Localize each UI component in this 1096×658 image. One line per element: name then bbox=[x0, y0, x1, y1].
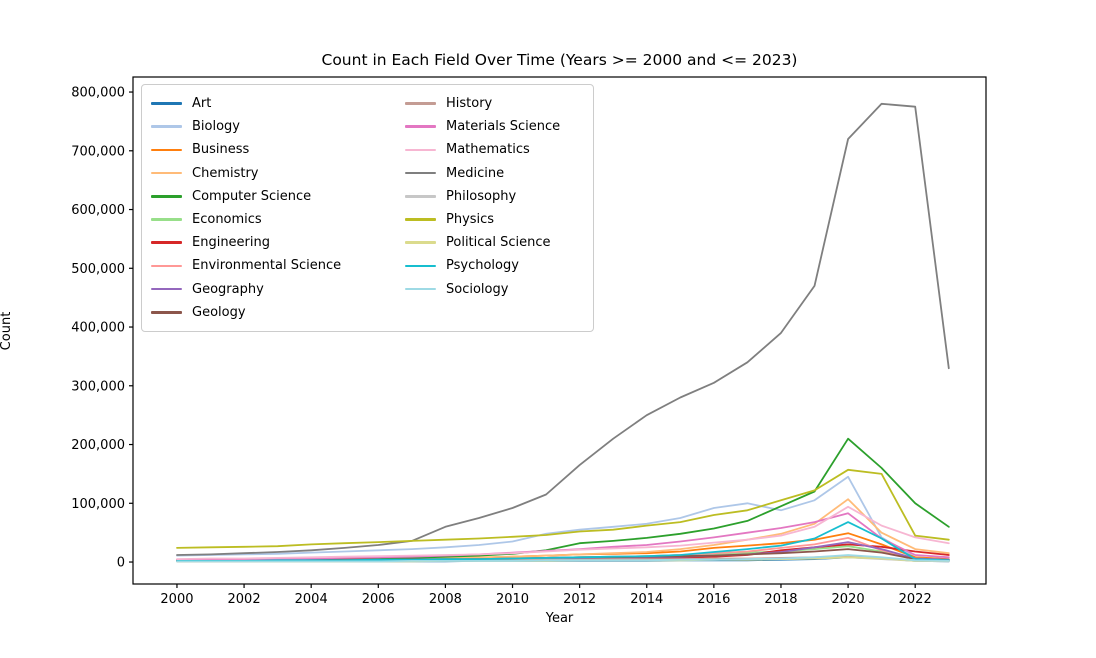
line-medicine bbox=[176, 102, 950, 556]
legend-label: Environmental Science bbox=[192, 258, 342, 274]
legend-label: Physics bbox=[446, 212, 495, 228]
legend-item-medicine: Medicine bbox=[405, 162, 581, 185]
y-tick-label: 200,000 bbox=[71, 438, 125, 453]
legend-item-business: Business bbox=[151, 138, 405, 161]
legend-label: Business bbox=[192, 142, 250, 158]
legend-label: Sociology bbox=[446, 281, 509, 297]
chart-title: Count in Each Field Over Time (Years >= … bbox=[321, 51, 798, 69]
x-tick-label: 2016 bbox=[697, 592, 730, 607]
y-tick-label: 500,000 bbox=[71, 262, 125, 277]
legend-swatch-environmental-science bbox=[151, 264, 182, 268]
legend: Art Biology Business Chemistry Computer Scie… bbox=[141, 84, 594, 332]
legend-item-philosophy: Philosophy bbox=[405, 185, 581, 208]
x-tick-label: 2002 bbox=[228, 592, 261, 607]
legend-swatch-history bbox=[405, 102, 436, 105]
legend-item-political-science: Political Science bbox=[405, 231, 581, 254]
legend-swatch-business bbox=[151, 148, 182, 152]
x-tick-label: 2018 bbox=[764, 592, 797, 607]
line-physics bbox=[176, 468, 950, 549]
legend-label: Economics bbox=[192, 212, 262, 228]
legend-item-economics: Economics bbox=[151, 208, 405, 231]
legend-swatch-materials-science bbox=[405, 125, 436, 129]
legend-swatch-political-science bbox=[405, 241, 436, 245]
legend-swatch-art bbox=[151, 102, 182, 105]
x-axis-label: Year bbox=[545, 611, 574, 626]
legend-item-geography: Geography bbox=[151, 278, 405, 301]
legend-label: Philosophy bbox=[446, 188, 517, 204]
line-mathematics bbox=[176, 505, 950, 560]
legend-label: Political Science bbox=[446, 235, 551, 251]
legend-label: Geography bbox=[192, 281, 264, 297]
legend-swatch-computer-science bbox=[151, 195, 182, 198]
legend-swatch-psychology bbox=[405, 264, 436, 268]
legend-label: Mathematics bbox=[446, 142, 530, 158]
legend-column-1: Art Biology Business Chemistry Computer Scie… bbox=[151, 92, 405, 324]
legend-item-psychology: Psychology bbox=[405, 254, 581, 277]
line-sociology bbox=[176, 554, 950, 563]
legend-item-engineering: Engineering bbox=[151, 231, 405, 254]
x-tick-label: 2022 bbox=[899, 592, 932, 607]
legend-item-environmental-science: Environmental Science bbox=[151, 254, 405, 277]
line-biology bbox=[176, 475, 950, 560]
legend-swatch-economics bbox=[151, 218, 182, 221]
legend-swatch-geography bbox=[151, 287, 182, 291]
y-tick-label: 700,000 bbox=[71, 144, 125, 159]
legend-swatch-sociology bbox=[405, 287, 436, 291]
line-computer-science bbox=[176, 437, 950, 562]
legend-item-computer-science: Computer Science bbox=[151, 185, 405, 208]
legend-label: Computer Science bbox=[192, 188, 312, 204]
legend-swatch-engineering bbox=[151, 241, 182, 245]
legend-item-art: Art bbox=[151, 92, 405, 115]
x-tick-label: 2006 bbox=[362, 592, 395, 607]
legend-item-geology: Geology bbox=[151, 301, 405, 324]
x-tick-label: 2014 bbox=[630, 592, 663, 607]
legend-item-sociology: Sociology bbox=[405, 278, 581, 301]
legend-label: Materials Science bbox=[446, 119, 561, 135]
legend-label: Biology bbox=[192, 119, 240, 135]
x-tick-label: 2010 bbox=[496, 592, 529, 607]
y-tick-label: 600,000 bbox=[71, 203, 125, 218]
legend-swatch-physics bbox=[405, 218, 436, 221]
line-psychology bbox=[176, 521, 950, 562]
y-tick-label: 100,000 bbox=[71, 497, 125, 512]
legend-swatch-mathematics bbox=[405, 148, 436, 152]
x-tick-label: 2020 bbox=[832, 592, 865, 607]
legend-swatch-medicine bbox=[405, 171, 436, 175]
y-tick-label: 800,000 bbox=[71, 86, 125, 101]
x-tick-label: 2012 bbox=[563, 592, 596, 607]
legend-swatch-chemistry bbox=[151, 171, 182, 175]
x-tick-label: 2008 bbox=[429, 592, 462, 607]
legend-column-2: History Materials Science Mathematics Medic… bbox=[405, 92, 581, 301]
legend-item-materials-science: Materials Science bbox=[405, 115, 581, 138]
legend-item-history: History bbox=[405, 92, 581, 115]
legend-label: History bbox=[446, 96, 493, 112]
legend-swatch-biology bbox=[151, 125, 182, 129]
y-tick-label: 300,000 bbox=[71, 379, 125, 394]
axes-frame bbox=[132, 76, 987, 585]
y-tick-label: 0 bbox=[117, 556, 125, 571]
legend-label: Psychology bbox=[446, 258, 519, 274]
x-tick-label: 2004 bbox=[295, 592, 328, 607]
legend-item-mathematics: Mathematics bbox=[405, 138, 581, 161]
legend-swatch-philosophy bbox=[405, 195, 436, 198]
x-tick-label: 2000 bbox=[160, 592, 193, 607]
y-tick-label: 400,000 bbox=[71, 321, 125, 336]
legend-label: Art bbox=[192, 96, 212, 112]
legend-item-biology: Biology bbox=[151, 115, 405, 138]
legend-item-chemistry: Chemistry bbox=[151, 162, 405, 185]
legend-item-physics: Physics bbox=[405, 208, 581, 231]
legend-label: Chemistry bbox=[192, 165, 259, 181]
legend-label: Engineering bbox=[192, 235, 270, 251]
legend-swatch-geology bbox=[151, 310, 182, 314]
legend-label: Medicine bbox=[446, 165, 505, 181]
legend-label: Geology bbox=[192, 304, 246, 320]
